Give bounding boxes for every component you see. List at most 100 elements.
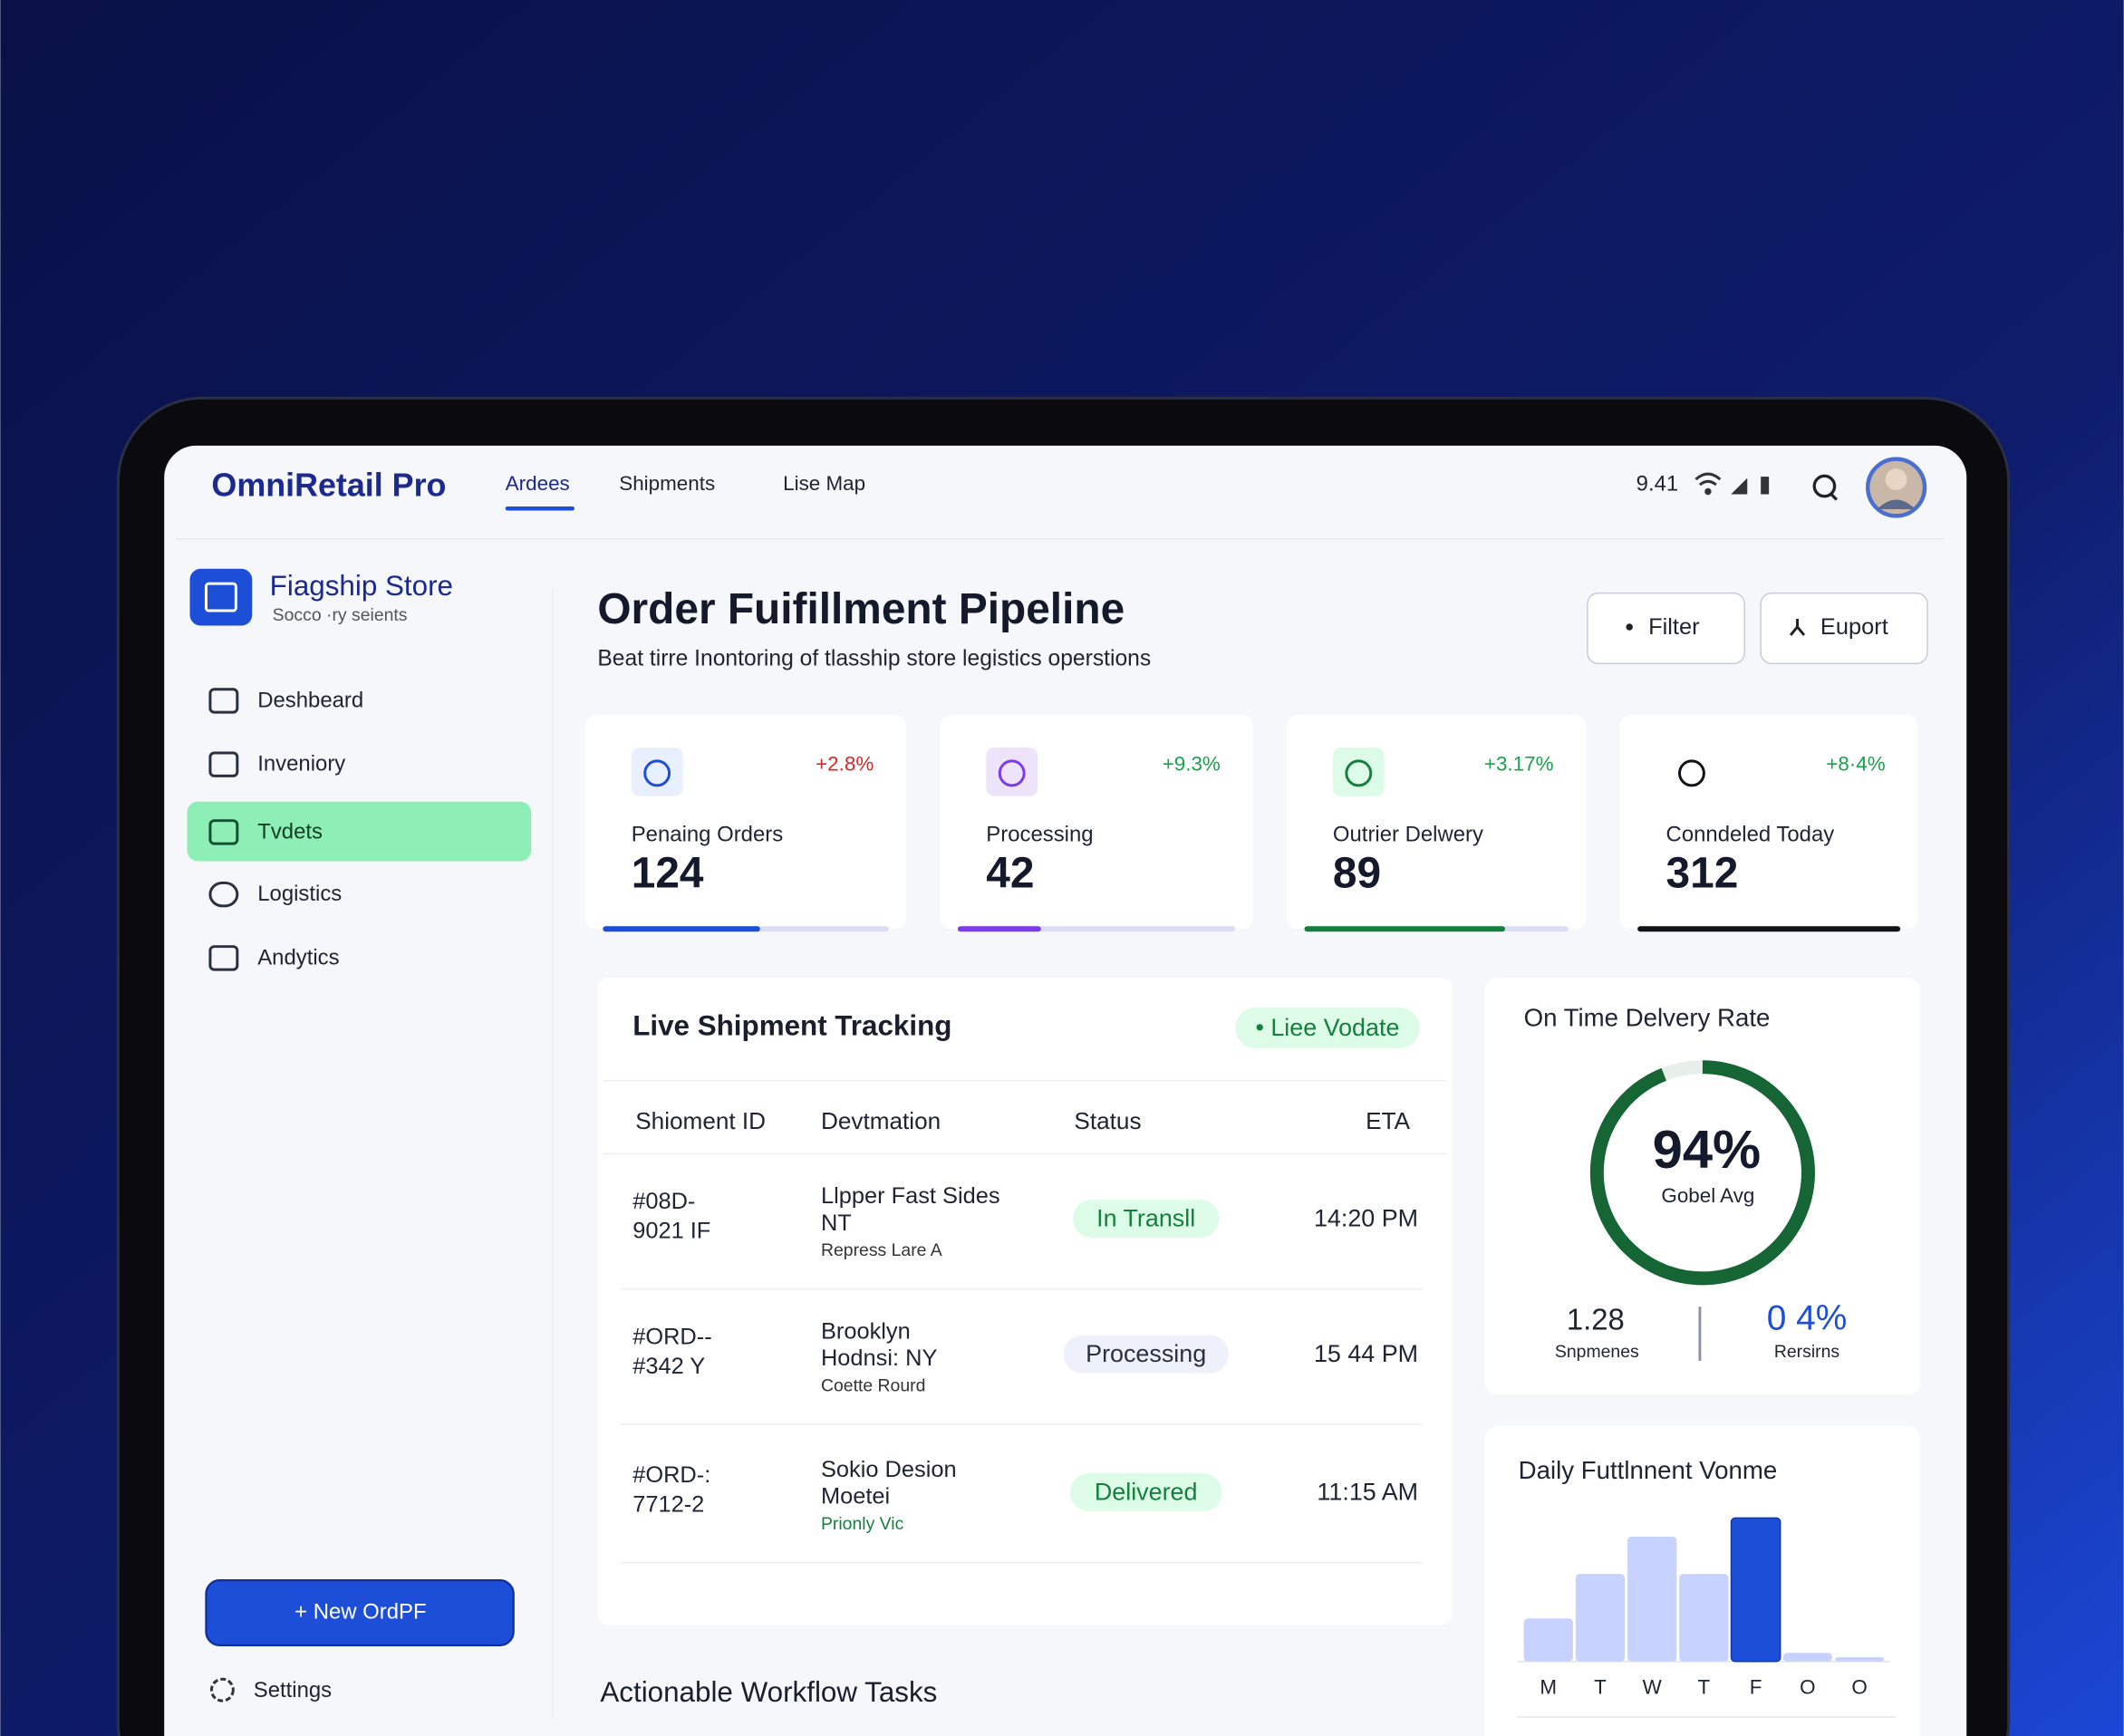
x-tick-label: O — [1851, 1676, 1867, 1699]
bar — [1730, 1517, 1781, 1663]
new-order-label[interactable]: + New OrdPF — [294, 1599, 426, 1624]
store-icon — [189, 568, 253, 626]
destination: Brooklyn — [821, 1318, 911, 1344]
store-sub: Socco ·ry seients — [273, 605, 408, 625]
kpi-progress — [1304, 926, 1506, 932]
kpi-icon-bg — [631, 747, 683, 796]
menu-item[interactable]: Logistics — [257, 882, 342, 906]
destination-note: Repress Lare A — [821, 1240, 942, 1260]
live-badge-label: • Liee Vodate — [1255, 1014, 1399, 1041]
kpi-label: Processing — [986, 822, 1093, 846]
kpi-label: Outrier Delwery — [1333, 822, 1483, 846]
export-button[interactable] — [1760, 592, 1928, 665]
filter-button[interactable] — [1587, 592, 1745, 665]
kpi-delta: +8·4% — [1826, 752, 1885, 775]
shipment-id: #08D- — [632, 1189, 695, 1214]
app-screen: OmniRetail Pro Ardees Shipments Lise Map… — [164, 445, 1967, 1736]
x-tick-label: W — [1643, 1676, 1663, 1699]
live-badge — [1235, 1007, 1420, 1048]
nav-link[interactable]: Shipments — [619, 472, 715, 495]
settings-link[interactable]: Settings — [254, 1678, 332, 1702]
x-tick-label: O — [1800, 1676, 1815, 1699]
destination: Hodnsi: NY — [821, 1345, 937, 1371]
kpi-value: 124 — [632, 850, 704, 898]
chart-title: Daily Futtlnnent Vonme — [1519, 1456, 1778, 1484]
tracking-panel — [597, 978, 1453, 1625]
stat-value: 1.28 — [1567, 1302, 1625, 1336]
menu-item[interactable]: Andytics — [257, 945, 339, 969]
status-pill — [1072, 1200, 1220, 1239]
kpi-icon — [998, 759, 1026, 787]
panel-title: Live Shipment Tracking — [632, 1010, 951, 1042]
shipment-id: 9021 IF — [632, 1219, 710, 1244]
status-label: In Transll — [1096, 1205, 1195, 1232]
avatar-body — [1877, 499, 1916, 509]
status-pill — [1063, 1335, 1229, 1374]
filter-label[interactable]: Filter — [1648, 614, 1700, 640]
menu: Deshbeard Inveniory Tvdets Logistics Andytic… — [208, 688, 363, 971]
destination-note: Coette Rourd — [821, 1376, 925, 1396]
column-header: Status — [1074, 1107, 1141, 1134]
status-label: Processing — [1086, 1340, 1206, 1367]
export-label[interactable]: Euport — [1820, 614, 1888, 640]
menu-icon — [208, 945, 239, 971]
eta: 14:20 PM — [1314, 1205, 1418, 1232]
rate-value: 94% — [1653, 1119, 1762, 1180]
menu-icon — [208, 751, 239, 777]
nav-link[interactable]: Lise Map — [783, 472, 865, 495]
kpi-icon — [1678, 759, 1705, 787]
menu-item[interactable]: Tvdets — [257, 819, 323, 844]
column-header: Devtmation — [821, 1107, 941, 1134]
ring — [1589, 1060, 1815, 1286]
nav-link[interactable]: Ardees — [506, 472, 570, 495]
status-label: Delivered — [1095, 1479, 1198, 1506]
kpi-delta: +3.17% — [1484, 752, 1554, 775]
tasks-title: Actionable Workflow Tasks — [600, 1676, 937, 1708]
kpi-value: 42 — [986, 850, 1034, 898]
ring-arc — [1589, 1060, 1815, 1286]
menu-item[interactable]: Deshbeard — [257, 688, 363, 712]
bar — [1627, 1536, 1677, 1662]
filter-icon — [1626, 623, 1633, 631]
kpi-icon-bg — [1332, 747, 1385, 796]
settings-icon[interactable] — [209, 1677, 235, 1702]
column-header: ETA — [1366, 1107, 1410, 1134]
page-subtitle: Beat tirre Inontoring of tlasship store … — [597, 646, 1151, 670]
kpi-icon — [1345, 759, 1373, 787]
menu-item[interactable]: Inveniory — [257, 752, 345, 776]
bar — [1782, 1653, 1832, 1662]
destination: Moetei — [821, 1484, 890, 1509]
kpi-icon-bg — [986, 747, 1038, 796]
destination: NT — [821, 1210, 852, 1236]
kpi-progress — [603, 926, 760, 932]
shipment-table: Shioment ID Devtmation Status ETA #08D- 9021 … — [620, 1107, 1423, 1564]
stat-value: 0 4% — [1767, 1298, 1848, 1337]
bar — [1834, 1657, 1885, 1662]
kpi-value: 312 — [1666, 850, 1739, 898]
store-name: Fiagship Store — [270, 570, 453, 602]
bar — [1523, 1618, 1573, 1662]
destination: Llpper Fast Sides — [821, 1183, 1000, 1209]
eta: 15 44 PM — [1314, 1340, 1418, 1367]
active-menu-bg — [187, 801, 532, 862]
new-order-button[interactable] — [205, 1579, 515, 1646]
bar — [1679, 1574, 1729, 1662]
status-icons — [1694, 472, 1770, 496]
status-time: 9.41 — [1636, 471, 1679, 496]
store-icon-glyph — [204, 582, 237, 612]
search-icon[interactable] — [1812, 474, 1839, 501]
kpi-delta: +2.8% — [816, 752, 874, 775]
menu-icon — [208, 688, 239, 714]
nav-underline — [505, 506, 574, 511]
kpi-progress — [957, 926, 1041, 932]
kpi-icon — [643, 759, 671, 787]
rate-title: On Time Delvery Rate — [1524, 1004, 1771, 1032]
column-header: Shioment ID — [635, 1107, 766, 1134]
x-tick-label: M — [1540, 1676, 1557, 1699]
status-pill — [1069, 1473, 1222, 1511]
brand[interactable]: OmniRetail Pro — [211, 468, 446, 504]
bar — [1575, 1574, 1626, 1662]
kpi-icon-bg — [1665, 747, 1718, 796]
